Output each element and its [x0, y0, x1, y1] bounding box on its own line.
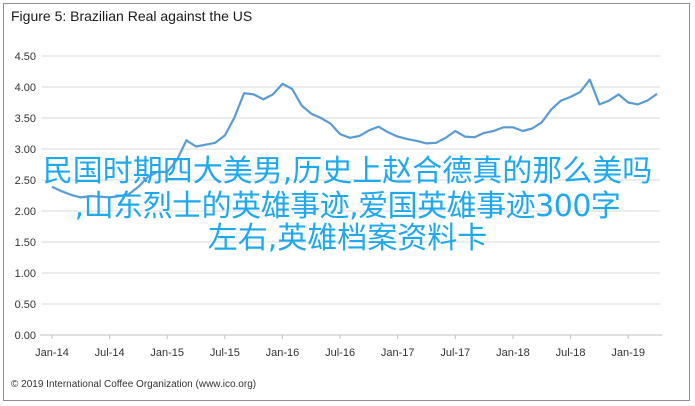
x-tick-label: Jan-14 [35, 347, 69, 359]
y-tick-label: 2.50 [15, 175, 36, 187]
y-tick-label: 3.50 [15, 113, 36, 125]
y-tick-label: 1.00 [15, 268, 36, 280]
x-tick-label: Jul-15 [210, 347, 240, 359]
series-group [51, 78, 658, 199]
overlay-headline-1: 民国时期四大美男,历史上赵合德真的那么美吗 [42, 154, 653, 189]
x-tick-label: Jul-18 [556, 347, 586, 359]
x-tick-label: Jul-17 [440, 347, 470, 359]
x-tick-label: Jul-14 [95, 347, 125, 359]
y-tick-label: 0.50 [15, 299, 36, 311]
y-tick-label: 2.00 [15, 206, 36, 218]
x-tick-label: Jan-17 [381, 347, 415, 359]
x-axis-ticks: Jan-14 Jul-14 Jan-15 Jul-15 Jan-16 Jul-16 Jan-… [35, 335, 645, 359]
x-tick-label: Jan-18 [496, 347, 530, 359]
x-tick-label: Jan-16 [266, 347, 300, 359]
x-tick-label: Jan-19 [611, 347, 645, 359]
y-tick-label: 4.50 [15, 51, 36, 63]
y-tick-label: 0.00 [15, 330, 36, 342]
x-tick-label: Jan-15 [150, 347, 184, 359]
chart-title: Figure 5: Brazilian Real against the US [11, 8, 253, 24]
y-tick-label: 3.00 [15, 144, 36, 156]
overlay-headline-2: ,山东烈士的英雄事迹,爱国英雄事迹300字 [74, 189, 621, 224]
series-line [51, 78, 658, 199]
y-axis-ticks: 0.00 0.50 1.00 1.50 2.00 2.50 3.00 3.50 4.00 4.50 [15, 51, 36, 342]
overlay-headline-3: 左右,英雄档案资料卡 [207, 221, 488, 256]
footer-credit: © 2019 International Coffee Organization… [11, 379, 257, 390]
y-tick-label: 4.00 [15, 82, 36, 94]
x-tick-label: Jul-16 [325, 347, 355, 359]
y-tick-label: 1.50 [15, 237, 36, 249]
